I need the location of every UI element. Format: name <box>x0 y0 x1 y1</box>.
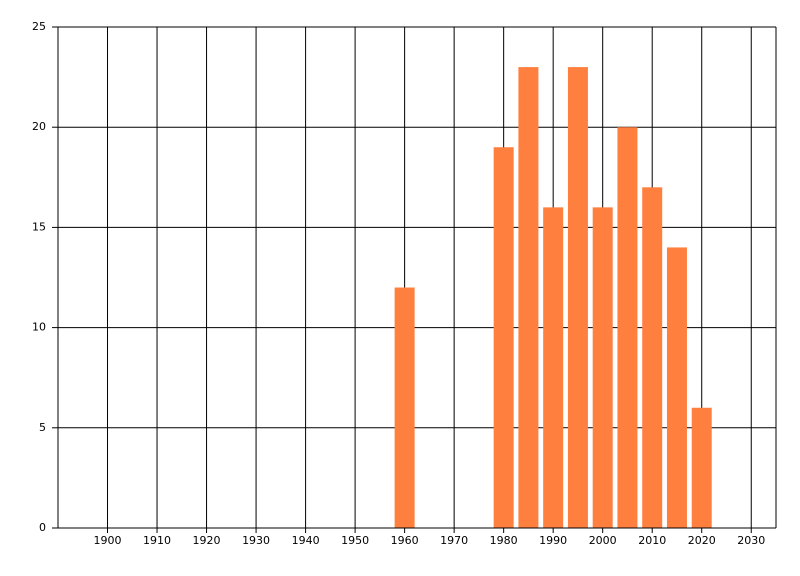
x-tick-label: 1950 <box>341 534 369 547</box>
bar <box>518 67 539 528</box>
y-tick-label: 10 <box>32 321 46 334</box>
x-tick-label: 1990 <box>539 534 567 547</box>
x-tick-label: 2000 <box>589 534 617 547</box>
bar <box>642 187 663 528</box>
x-tick-label: 2010 <box>638 534 666 547</box>
y-tick-label: 5 <box>39 421 46 434</box>
bar <box>567 67 588 528</box>
x-tick-label: 1960 <box>391 534 419 547</box>
x-tick-label: 1900 <box>94 534 122 547</box>
y-tick-label: 0 <box>39 521 46 534</box>
y-tick-label: 20 <box>32 120 46 133</box>
x-tick-label: 1970 <box>440 534 468 547</box>
bar <box>691 407 712 528</box>
bar <box>493 147 514 529</box>
y-tick-label: 15 <box>32 220 46 233</box>
x-tick-label: 1920 <box>193 534 221 547</box>
bar <box>617 127 638 528</box>
bar <box>592 207 613 529</box>
x-tick-label: 2030 <box>737 534 765 547</box>
x-tick-label: 1940 <box>292 534 320 547</box>
x-tick-label: 1980 <box>490 534 518 547</box>
bar <box>394 287 415 528</box>
x-tick-label: 1910 <box>143 534 171 547</box>
bar <box>666 247 687 528</box>
x-tick-label: 2020 <box>688 534 716 547</box>
x-tick-label: 1930 <box>242 534 270 547</box>
y-tick-label: 25 <box>32 20 46 33</box>
bar <box>543 207 564 529</box>
